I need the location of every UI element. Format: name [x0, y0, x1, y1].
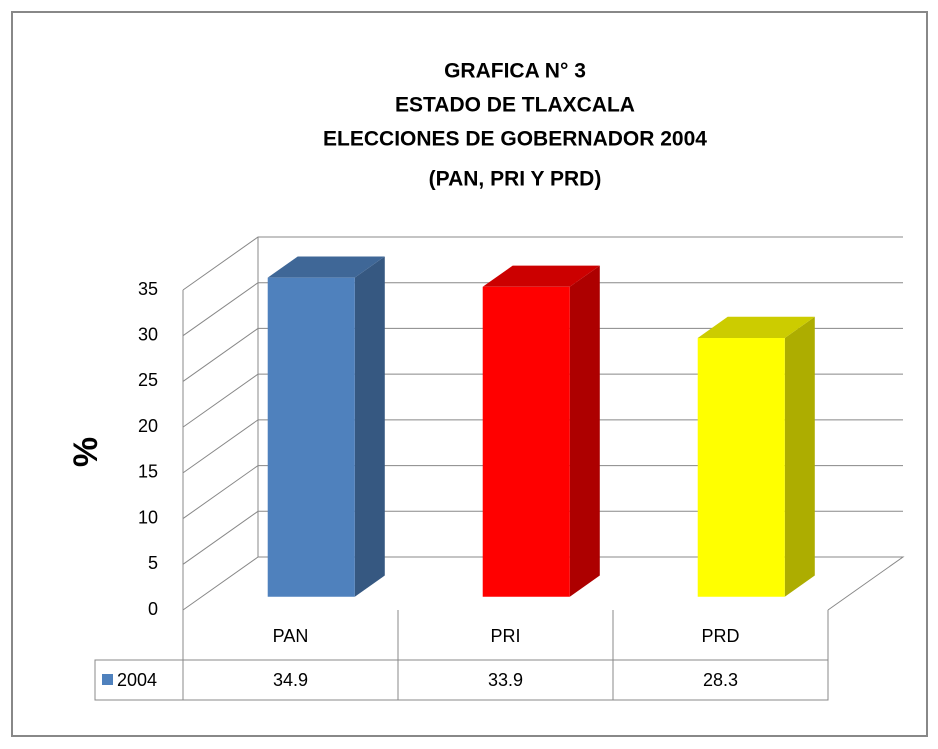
x-tick-label: PRD: [701, 626, 739, 646]
data-label: 34.9: [273, 670, 308, 690]
x-tick-label: PAN: [273, 626, 309, 646]
bar-side: [784, 316, 815, 597]
data-label: 33.9: [488, 670, 523, 690]
y-tick-label: 30: [138, 324, 158, 344]
table-border: [182, 610, 829, 701]
chart-title: GRAFICA N° 3: [444, 60, 586, 83]
table-border: [94, 659, 183, 701]
y-tick-label: 35: [138, 279, 158, 299]
bar-side: [354, 256, 385, 597]
y-tick-label: 5: [148, 553, 158, 573]
x-tick-label: PRI: [490, 626, 520, 646]
y-axis-label: %: [67, 437, 105, 467]
chart-title: ELECCIONES DE GOBERNADOR 2004: [323, 128, 707, 151]
y-tick-label: 10: [138, 507, 158, 527]
bar-top: [697, 316, 815, 339]
bar: [482, 286, 570, 597]
chart-title: (PAN, PRI Y PRD): [429, 168, 602, 191]
data-label: 28.3: [703, 670, 738, 690]
bar-top: [482, 265, 600, 287]
y-tick-label: 15: [138, 462, 158, 482]
bar-top: [267, 256, 385, 278]
legend-swatch: [102, 674, 113, 685]
bar: [267, 277, 355, 597]
y-tick-label: 20: [138, 416, 158, 436]
bar: [697, 338, 785, 597]
y-tick-label: 25: [138, 370, 158, 390]
bar-side: [569, 265, 600, 597]
y-tick-label: 0: [148, 599, 158, 619]
legend-label: 2004: [117, 670, 157, 690]
chart-title: ESTADO DE TLAXCALA: [395, 94, 635, 117]
